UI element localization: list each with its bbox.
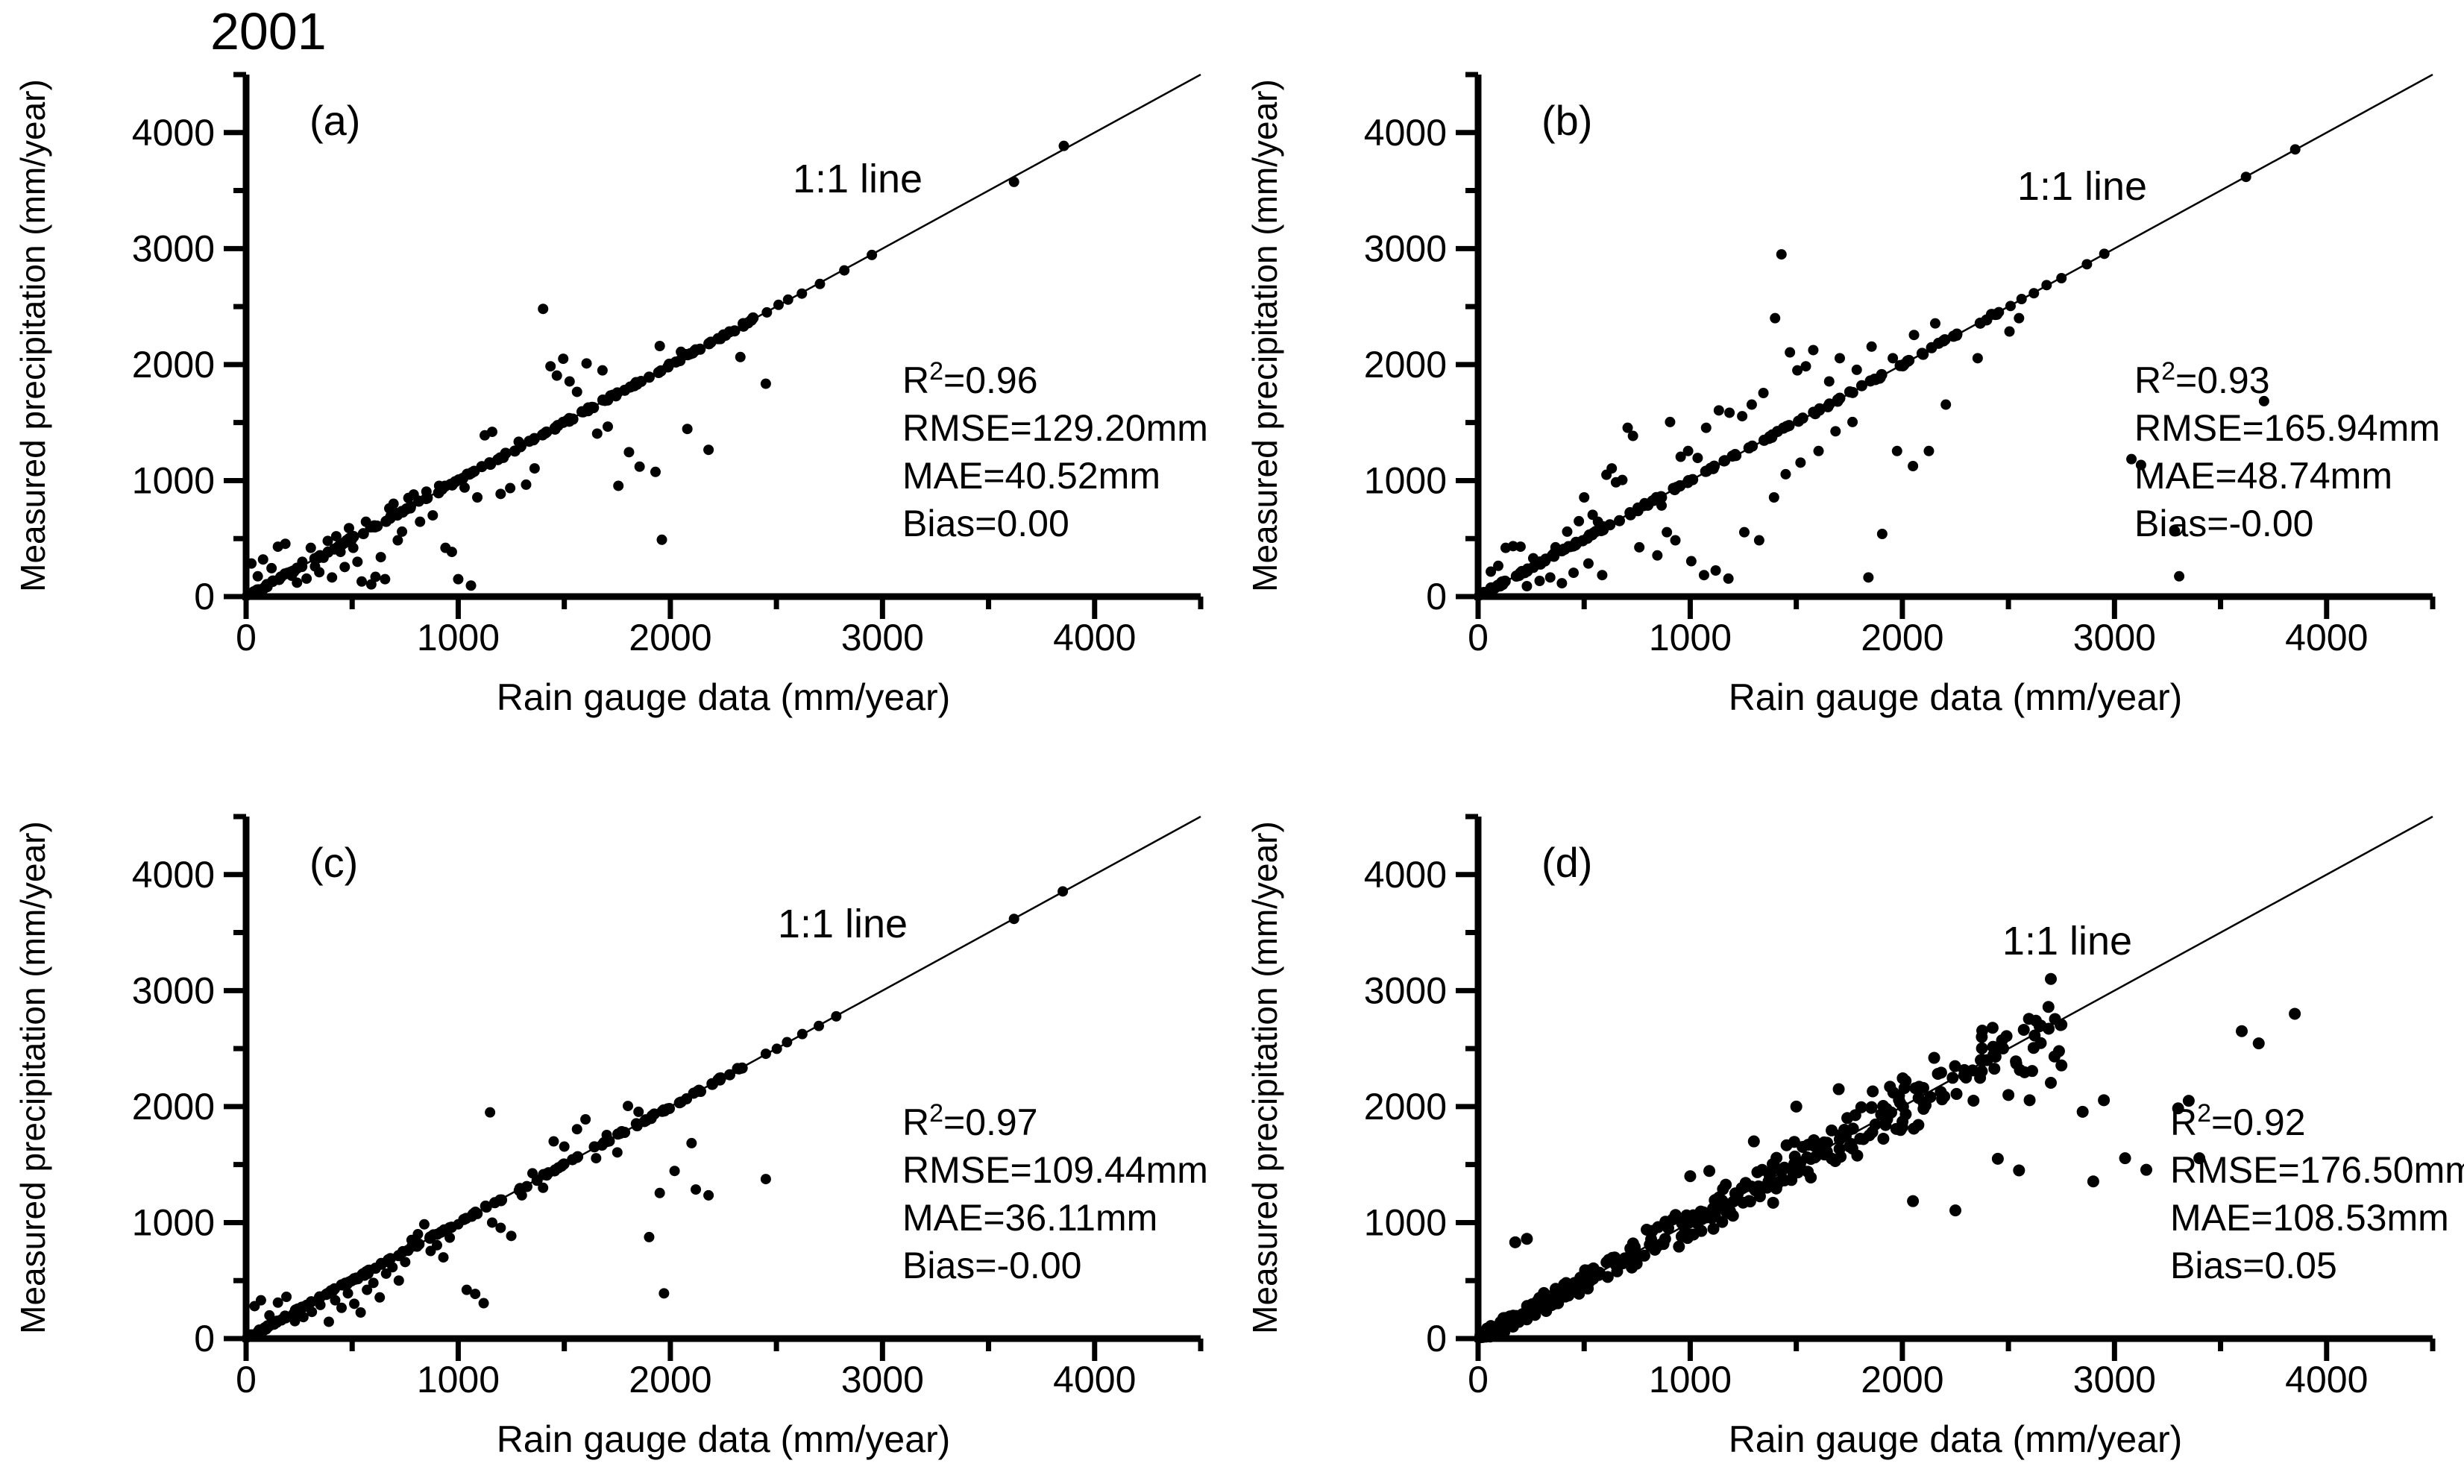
x-tick-label: 0 xyxy=(236,617,257,658)
x-axis-label: Rain gauge data (mm/year) xyxy=(497,1418,951,1460)
scatter-points xyxy=(246,140,1069,600)
axes: 0 1000 2000 3000 4000 0 1000 2000 3000 4000 xyxy=(1364,72,2436,658)
stats-mae: MAE=48.74mm xyxy=(2134,455,2392,497)
x-axis-label: Rain gauge data (mm/year) xyxy=(497,676,951,718)
y-tick-label: 3000 xyxy=(1364,227,1447,269)
stats-r2: R2=0.96 xyxy=(902,357,1038,401)
stats-rmse: RMSE=129.20mm xyxy=(902,407,1208,449)
one-to-one-line-label: 1:1 line xyxy=(793,157,923,201)
y-axis-label: Measured precipitation (mm/year) xyxy=(1245,821,1284,1334)
x-tick-label: 4000 xyxy=(2285,1359,2368,1400)
y-tick-label: 3000 xyxy=(132,969,215,1011)
stats-mae: MAE=36.11mm xyxy=(902,1197,1157,1239)
panel-letter: (d) xyxy=(1541,839,1592,886)
stats-r2: R2=0.92 xyxy=(2170,1099,2306,1143)
stats-rmse: RMSE=165.94mm xyxy=(2134,407,2440,449)
y-tick-label: 3000 xyxy=(1364,969,1447,1011)
y-tick-label: 1000 xyxy=(132,1201,215,1243)
panel-d-chart: 0 1000 2000 3000 4000 0 1000 2000 3000 4000 (d) 1… xyxy=(1245,814,2464,1460)
axes: 0 1000 2000 3000 4000 0 1000 2000 3000 4000 xyxy=(1364,814,2436,1400)
x-tick-label: 2000 xyxy=(629,1359,711,1400)
scatter-points xyxy=(245,886,1069,1342)
panel-d: 0 1000 2000 3000 4000 0 1000 2000 3000 4000 (d) 1… xyxy=(1232,742,2464,1484)
stats-bias: Bias=0.00 xyxy=(902,503,1069,544)
one-to-one-line-label: 1:1 line xyxy=(2017,164,2147,209)
x-tick-label: 3000 xyxy=(2073,617,2156,658)
stats-bias: Bias=0.05 xyxy=(2170,1245,2337,1286)
x-tick-label: 1000 xyxy=(1649,617,1732,658)
panel-a: 0 1000 2000 3000 4000 0 1000 2000 3000 4000 (a) 1… xyxy=(0,0,1232,742)
y-axis-label: Measured precipitation (mm/year) xyxy=(13,821,52,1334)
y-tick-label: 4000 xyxy=(1364,854,1447,896)
x-tick-label: 4000 xyxy=(1053,1359,1136,1400)
x-axis-label: Rain gauge data (mm/year) xyxy=(1729,1418,2183,1460)
x-tick-label: 0 xyxy=(1468,617,1489,658)
y-tick-label: 0 xyxy=(194,1318,215,1359)
x-tick-label: 1000 xyxy=(417,617,500,658)
axes: 0 1000 2000 3000 4000 0 1000 2000 3000 4000 xyxy=(132,814,1204,1400)
stats-r2: R2=0.97 xyxy=(902,1099,1038,1143)
panel-b: 0 1000 2000 3000 4000 0 1000 2000 3000 4000 (b) 1… xyxy=(1232,0,2464,742)
panel-letter: (b) xyxy=(1541,97,1592,144)
y-tick-label: 4000 xyxy=(132,854,215,896)
y-tick-label: 2000 xyxy=(1364,1086,1447,1128)
y-tick-label: 2000 xyxy=(132,1086,215,1128)
stats-mae: MAE=108.53mm xyxy=(2170,1197,2449,1239)
x-tick-label: 0 xyxy=(236,1359,257,1400)
y-tick-label: 0 xyxy=(1426,576,1447,617)
panel-b-chart: 0 1000 2000 3000 4000 0 1000 2000 3000 4000 (b) 1… xyxy=(1245,72,2440,718)
one-to-one-line-label: 1:1 line xyxy=(2002,919,2132,963)
x-tick-label: 1000 xyxy=(1649,1359,1732,1400)
one-to-one-line-label: 1:1 line xyxy=(778,902,908,946)
x-tick-label: 2000 xyxy=(1861,1359,1943,1400)
stats-r2: R2=0.93 xyxy=(2134,357,2270,401)
y-tick-label: 2000 xyxy=(1364,344,1447,386)
x-tick-label: 2000 xyxy=(1861,617,1943,658)
x-axis-label: Rain gauge data (mm/year) xyxy=(1729,676,2183,718)
y-tick-label: 4000 xyxy=(132,112,215,154)
scatter-points xyxy=(1475,144,2301,600)
y-tick-label: 2000 xyxy=(132,344,215,386)
panel-c: 0 1000 2000 3000 4000 0 1000 2000 3000 4000 (c) 1… xyxy=(0,742,1232,1484)
figure-title: 2001 xyxy=(210,2,327,60)
x-tick-label: 3000 xyxy=(841,617,924,658)
x-tick-label: 3000 xyxy=(2073,1359,2156,1400)
x-tick-label: 1000 xyxy=(417,1359,500,1400)
stats-rmse: RMSE=176.50mm xyxy=(2170,1149,2464,1191)
x-tick-label: 4000 xyxy=(1053,617,1136,658)
panel-letter: (c) xyxy=(309,839,358,886)
panel-c-chart: 0 1000 2000 3000 4000 0 1000 2000 3000 4000 (c) 1… xyxy=(13,814,1208,1460)
panel-letter: (a) xyxy=(309,97,360,144)
x-tick-label: 4000 xyxy=(2285,617,2368,658)
y-tick-label: 3000 xyxy=(132,227,215,269)
x-tick-label: 0 xyxy=(1468,1359,1489,1400)
y-tick-label: 1000 xyxy=(1364,459,1447,501)
panel-a-chart: 0 1000 2000 3000 4000 0 1000 2000 3000 4000 (a) 1… xyxy=(13,72,1208,718)
scatter-points xyxy=(1474,972,2301,1344)
y-tick-label: 1000 xyxy=(132,459,215,501)
y-axis-label: Measured precipitation (mm/year) xyxy=(1245,79,1284,592)
y-tick-label: 0 xyxy=(194,576,215,617)
axes: 0 1000 2000 3000 4000 0 1000 2000 3000 4000 xyxy=(132,72,1204,658)
y-tick-label: 4000 xyxy=(1364,112,1447,154)
stats-rmse: RMSE=109.44mm xyxy=(902,1149,1208,1191)
y-tick-label: 1000 xyxy=(1364,1201,1447,1243)
stats-mae: MAE=40.52mm xyxy=(902,455,1160,497)
stats-bias: Bias=-0.00 xyxy=(902,1245,1081,1286)
stats-bias: Bias=-0.00 xyxy=(2134,503,2313,544)
x-tick-label: 3000 xyxy=(841,1359,924,1400)
x-tick-label: 2000 xyxy=(629,617,711,658)
y-tick-label: 0 xyxy=(1426,1318,1447,1359)
y-axis-label: Measured precipitation (mm/year) xyxy=(13,79,52,592)
